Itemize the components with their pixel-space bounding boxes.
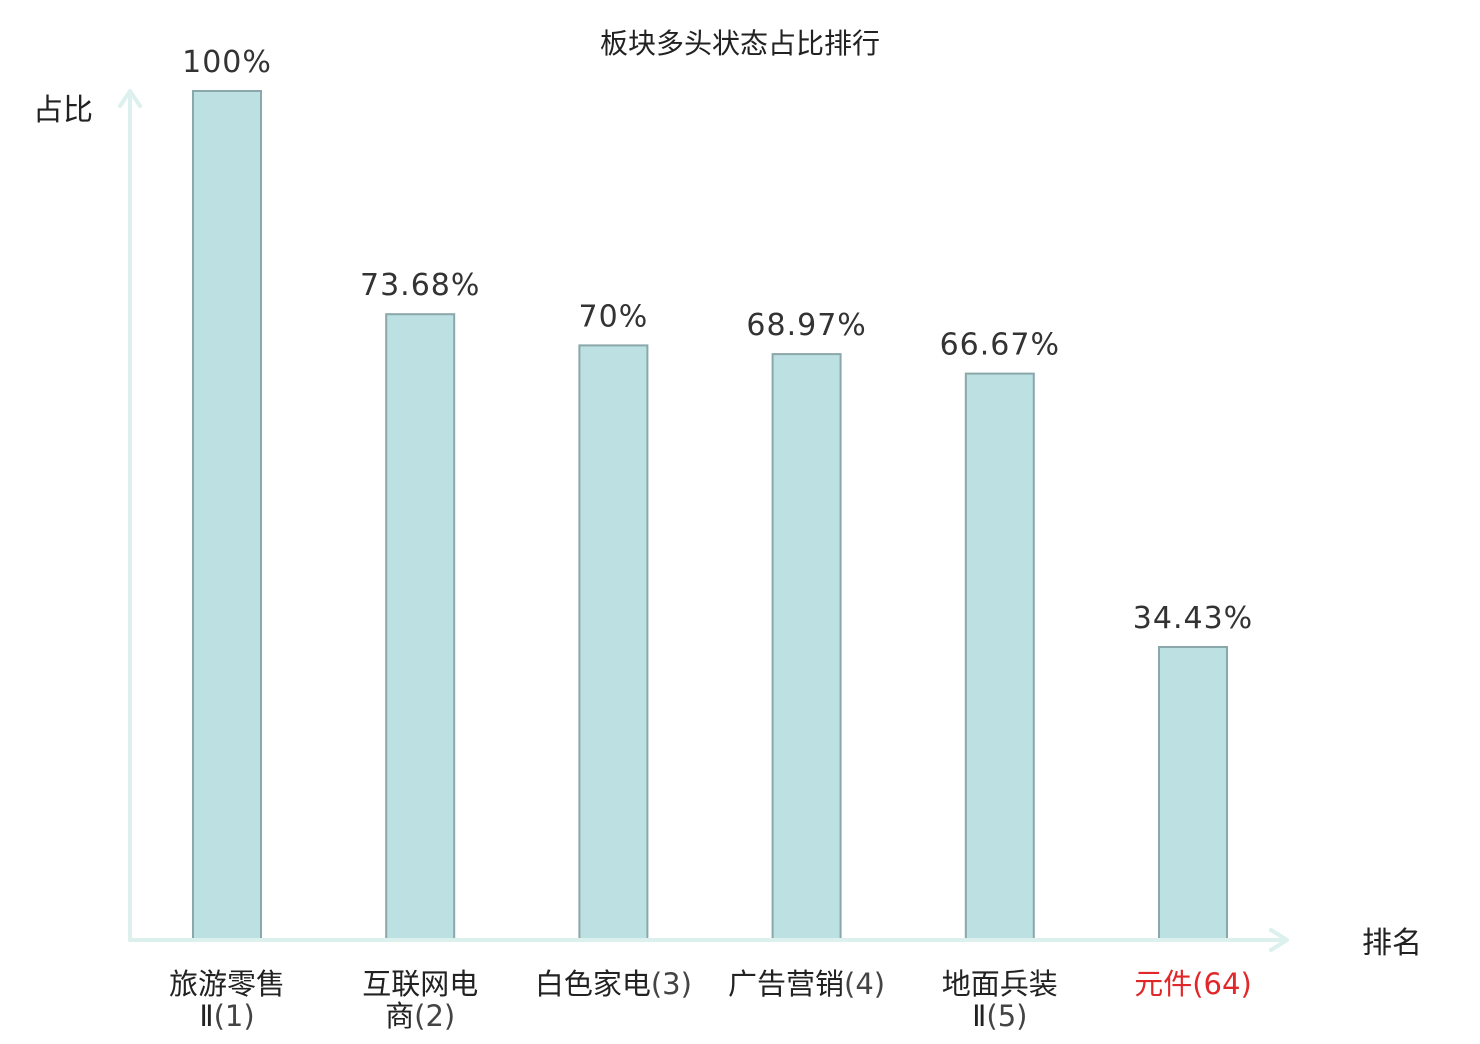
bar-value-label: 100% — [182, 45, 272, 80]
bar-value-label: 70% — [579, 299, 649, 334]
category-label: 互联网电商(2) — [362, 967, 478, 1033]
bar-value-label: 34.43% — [1133, 601, 1253, 636]
category-name-line: 广告营销 — [728, 967, 844, 1001]
y-axis-label: 占比 — [33, 93, 93, 128]
bar — [1158, 646, 1228, 940]
category-label: 地面兵装 Ⅱ(5) — [942, 967, 1058, 1033]
category-rank: (3) — [651, 967, 692, 1001]
chart-title: 板块多头状态占比排行 — [600, 27, 880, 60]
category-label: 元件(64) — [1134, 967, 1252, 1001]
category-label: 旅游零售 Ⅱ(1) — [169, 967, 285, 1033]
y-axis-arrow-icon — [118, 89, 142, 108]
category-rank: (5) — [986, 999, 1027, 1033]
x-axis-label: 排名 — [1362, 926, 1422, 961]
bars-group — [192, 90, 1228, 941]
x-axis-arrow-icon — [1269, 928, 1289, 952]
bar-value-label: 68.97% — [746, 308, 866, 343]
category-name-line: 互联网电 — [362, 967, 478, 1001]
value-labels-group: 100% 73.68% 70% 68.97% 66.67% 34.43% — [182, 45, 1253, 636]
bar-value-label: 73.68% — [360, 268, 480, 303]
category-rank: (64) — [1192, 967, 1252, 1001]
category-name-line: Ⅱ — [972, 999, 986, 1033]
bar — [578, 344, 649, 940]
category-name-line: 旅游零售 — [169, 967, 285, 1001]
category-labels-group: 旅游零售 Ⅱ(1)互联网电商(2)白色家电(3) 广告营销(4) 地面兵装 Ⅱ(5)元件… — [169, 967, 1252, 1033]
category-name-line: Ⅱ — [199, 999, 213, 1033]
category-rank: (4) — [844, 967, 885, 1001]
bar — [771, 353, 842, 941]
category-label: 白色家电(3) — [535, 967, 692, 1001]
category-name-line: 地面兵装 — [942, 967, 1058, 1001]
category-rank: (1) — [214, 999, 255, 1033]
bar — [964, 372, 1035, 941]
bar — [192, 90, 262, 940]
category-name-line: 元件 — [1134, 967, 1192, 1001]
category-name-line: 商 — [385, 999, 414, 1033]
category-name-line: 白色家电 — [535, 967, 651, 1001]
category-rank: (2) — [414, 999, 455, 1033]
bar — [385, 313, 456, 940]
bar-value-label: 66.67% — [940, 328, 1060, 363]
category-label: 广告营销(4) — [728, 967, 885, 1001]
